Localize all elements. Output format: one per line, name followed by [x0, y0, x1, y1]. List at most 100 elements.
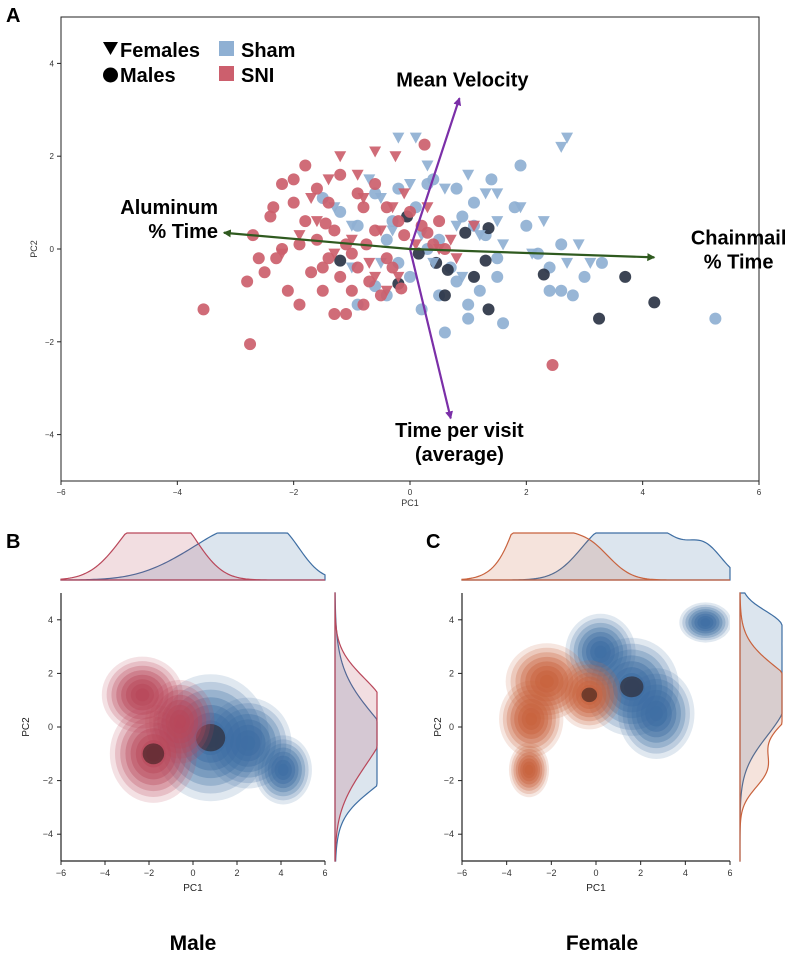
marginal-x-sni [461, 532, 730, 581]
y-tick-label: −4 [43, 829, 53, 839]
data-point [293, 238, 306, 251]
data-point [380, 233, 393, 246]
x-tick-label: −6 [56, 488, 66, 497]
x-tick-label: 0 [408, 488, 413, 497]
x-tick-label: −2 [289, 488, 299, 497]
data-point [482, 303, 495, 316]
data-point [328, 224, 341, 237]
data-point [418, 138, 431, 151]
kde-core [581, 687, 598, 703]
panel-c-y-label: PC2 [433, 717, 444, 737]
data-point [450, 220, 463, 232]
data-point [412, 247, 425, 260]
x-tick-label: 0 [190, 868, 195, 878]
data-point [357, 192, 370, 204]
kde-level [277, 763, 289, 776]
loading-arrow [408, 97, 462, 250]
panel-b: −6 −4 −2 0 2 4 6 −4 −2 0 2 4 PC1 PC2 Male [21, 532, 378, 955]
data-point [485, 173, 498, 186]
panel-b-marginal-y [334, 592, 378, 862]
data-point [514, 202, 527, 214]
legend-sni: SNI [241, 65, 274, 87]
x-tick-label: 2 [638, 868, 643, 878]
y-tick-label: 0 [449, 722, 454, 732]
data-point [555, 141, 568, 153]
kde-core [195, 724, 226, 752]
loading-arrow [222, 229, 411, 251]
kde-level [524, 764, 534, 776]
loading-label: Time per visit [395, 420, 524, 442]
data-point [345, 234, 358, 246]
marginal-x-sni [60, 532, 325, 581]
data-point [334, 205, 347, 218]
data-point [450, 182, 463, 195]
data-point [462, 298, 475, 311]
data-point [421, 160, 434, 172]
x-tick-label: 4 [683, 868, 688, 878]
panel-a-loadings [222, 97, 656, 420]
data-point [497, 317, 510, 330]
x-tick-label: −4 [100, 868, 110, 878]
data-point [537, 216, 550, 228]
panel-label-c: C [426, 531, 440, 553]
caption-female: Female [566, 932, 638, 955]
data-point [479, 188, 492, 200]
data-point [404, 270, 416, 283]
data-point [619, 270, 632, 283]
kde-series-sni [499, 643, 622, 798]
data-point [467, 270, 480, 283]
panel-b-x-label: PC1 [183, 883, 203, 894]
data-point [555, 238, 568, 251]
data-point [310, 233, 323, 246]
data-point [404, 205, 416, 218]
data-point [595, 256, 608, 269]
kde-level [135, 688, 150, 702]
panel-a-y-ticks: −4 −2 0 2 4 [45, 59, 61, 440]
data-point [363, 257, 376, 269]
data-point [328, 307, 341, 320]
x-tick-label: −6 [457, 868, 467, 878]
kde-level [594, 645, 607, 659]
kde-series-sham [565, 602, 730, 760]
data-point [380, 252, 393, 265]
data-point [482, 222, 495, 235]
data-point [398, 229, 411, 242]
data-point [351, 261, 364, 274]
panel-c-marginal-x [461, 532, 731, 581]
loading-label: (average) [415, 444, 504, 466]
data-point [374, 289, 387, 302]
data-point [450, 253, 463, 265]
kde-core [142, 743, 165, 765]
y-tick-label: −2 [444, 776, 454, 786]
data-point [328, 248, 341, 260]
data-point [369, 178, 382, 191]
data-point [322, 196, 335, 209]
data-point [386, 261, 399, 274]
kde-level [525, 712, 538, 726]
data-point [497, 239, 510, 251]
data-point [374, 192, 387, 204]
data-point [351, 169, 364, 181]
data-point [244, 338, 257, 351]
data-point [444, 234, 457, 246]
x-tick-label: 6 [757, 488, 762, 497]
data-point [438, 289, 451, 302]
y-tick-label: −4 [444, 829, 454, 839]
x-tick-label: 2 [234, 868, 239, 878]
x-tick-label: 4 [278, 868, 283, 878]
data-point [479, 254, 492, 267]
data-point [584, 257, 597, 269]
data-point [310, 182, 323, 195]
data-point [287, 196, 300, 209]
data-point [546, 359, 559, 371]
data-point [395, 282, 408, 295]
panel-a: −6 −4 −2 0 2 4 6 −4 −2 0 2 4 PC1 PC2 Mean Velocity… [29, 16, 786, 508]
data-point [316, 261, 329, 274]
data-point [572, 239, 585, 251]
data-point [421, 226, 434, 239]
x-tick-label: −2 [546, 868, 556, 878]
data-point [305, 266, 318, 279]
data-point [404, 179, 416, 191]
data-point [252, 252, 265, 265]
data-point [340, 307, 353, 320]
